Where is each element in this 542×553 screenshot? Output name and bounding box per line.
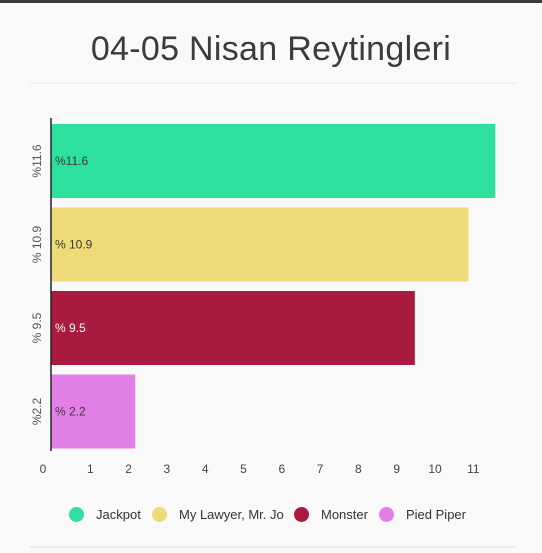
- y-tick-label: %2.2: [30, 398, 44, 426]
- bar: [51, 374, 136, 449]
- y-tick-label: % 10.9: [30, 225, 44, 263]
- legend-item-jackpot[interactable]: Jackpot: [69, 502, 141, 526]
- x-tick-label: 10: [428, 462, 442, 476]
- title-divider: [30, 82, 516, 84]
- legend-label-monster: Monster: [321, 506, 368, 522]
- bar-data-label: % 10.9: [55, 238, 93, 252]
- chart-title: 04-05 Nisan Reytingleri: [90, 30, 452, 68]
- legend-swatch-my-lawyer: [152, 506, 167, 522]
- bar-data-label: % 2.2: [55, 405, 86, 419]
- legend-swatch-monster: [294, 506, 309, 522]
- x-tick-label: 0: [40, 462, 47, 476]
- bar-data-label: % 9.5: [55, 321, 86, 335]
- bottom-divider: [30, 546, 516, 548]
- x-tick-label: 6: [278, 462, 285, 476]
- x-tick-label: 2: [125, 462, 132, 476]
- x-tick-label: 4: [202, 462, 209, 476]
- bar: [51, 124, 496, 198]
- legend-item-monster[interactable]: Monster: [294, 502, 368, 526]
- x-tick-label: 5: [240, 462, 247, 476]
- chart-legend: Jackpot My Lawyer, Mr. Jo Monster Pied P…: [0, 502, 542, 526]
- x-tick-label: 1: [87, 462, 94, 476]
- bar-chart: %11.6 %11.6 % 10.9 % 10.9 % 9.5 % 9.5 % 2.2 %2.…: [30, 118, 496, 476]
- x-tick-label: 9: [393, 462, 400, 476]
- legend-item-my-lawyer[interactable]: My Lawyer, Mr. Jo: [152, 502, 284, 526]
- x-tick-label: 7: [317, 462, 324, 476]
- top-bar: [0, 0, 542, 3]
- x-tick-label: 8: [355, 462, 362, 476]
- y-tick-label: %11.6: [30, 144, 44, 177]
- x-tick-label: 3: [164, 462, 171, 476]
- legend-label-pied-piper: Pied Piper: [406, 506, 466, 522]
- bar-data-label: %11.6: [55, 154, 88, 168]
- legend-label-jackpot: Jackpot: [96, 506, 141, 522]
- legend-swatch-jackpot: [69, 506, 84, 522]
- legend-label-my-lawyer: My Lawyer, Mr. Jo: [179, 506, 284, 522]
- x-tick-label: 11: [467, 462, 480, 476]
- bar: [51, 291, 415, 365]
- y-tick-label: % 9.5: [30, 312, 44, 343]
- bar: [51, 207, 469, 282]
- legend-item-pied-piper[interactable]: Pied Piper: [379, 502, 466, 526]
- legend-swatch-pied-piper: [379, 506, 394, 522]
